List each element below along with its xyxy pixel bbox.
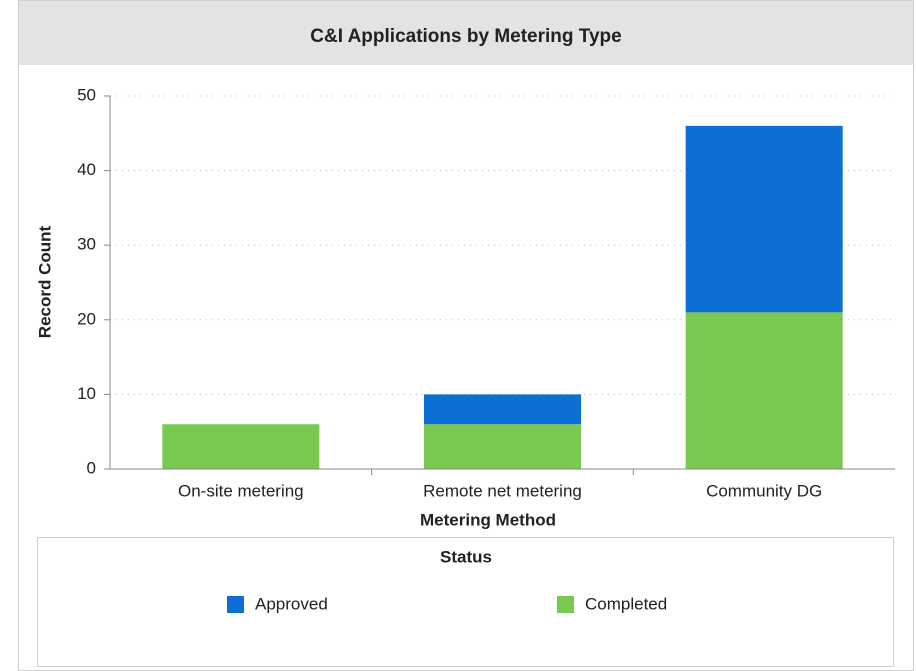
legend-title: Status xyxy=(440,547,492,566)
x-tick-label: Remote net metering xyxy=(423,481,582,500)
x-axis-label: Metering Method xyxy=(420,510,556,529)
bar-segment xyxy=(685,125,843,313)
y-tick-label: 0 xyxy=(87,458,96,477)
y-tick-label: 50 xyxy=(77,85,96,104)
bar-segment xyxy=(162,424,320,469)
header xyxy=(19,1,913,65)
y-tick-label: 30 xyxy=(77,235,96,254)
bar-segment xyxy=(685,312,843,469)
legend-swatch xyxy=(557,596,574,613)
x-tick-label: On-site metering xyxy=(178,481,304,500)
y-tick-label: 40 xyxy=(77,160,96,179)
x-tick-label: Community DG xyxy=(706,481,822,500)
legend-label: Approved xyxy=(255,594,328,613)
bar-segment xyxy=(424,424,581,469)
legend-swatch xyxy=(227,596,244,613)
y-axis-label: Record Count xyxy=(35,225,54,338)
chart-title: C&I Applications by Metering Type xyxy=(310,26,621,47)
legend-box xyxy=(37,537,894,667)
legend-label: Completed xyxy=(585,594,667,613)
bar-segment xyxy=(424,394,581,425)
y-tick-label: 20 xyxy=(77,309,96,328)
y-tick-label: 10 xyxy=(77,384,96,403)
